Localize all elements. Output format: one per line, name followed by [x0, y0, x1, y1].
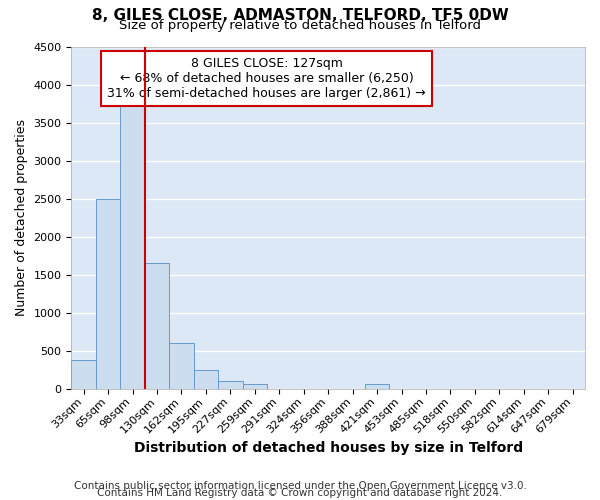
Text: Size of property relative to detached houses in Telford: Size of property relative to detached ho… [119, 19, 481, 32]
Bar [242, 384, 267, 389]
Y-axis label: Number of detached properties: Number of detached properties [15, 119, 28, 316]
Text: Contains HM Land Registry data © Crown copyright and database right 2024.: Contains HM Land Registry data © Crown c… [97, 488, 503, 498]
Bar [71, 360, 96, 389]
Bar [121, 104, 145, 389]
Bar [145, 264, 169, 389]
Bar [365, 384, 389, 389]
Bar [218, 381, 242, 389]
Text: 8, GILES CLOSE, ADMASTON, TELFORD, TF5 0DW: 8, GILES CLOSE, ADMASTON, TELFORD, TF5 0… [92, 8, 508, 22]
Bar [169, 343, 194, 389]
Bar [194, 370, 218, 389]
Text: Contains public sector information licensed under the Open Government Licence v3: Contains public sector information licen… [74, 481, 526, 491]
X-axis label: Distribution of detached houses by size in Telford: Distribution of detached houses by size … [134, 441, 523, 455]
Text: 8 GILES CLOSE: 127sqm
← 68% of detached houses are smaller (6,250)
31% of semi-d: 8 GILES CLOSE: 127sqm ← 68% of detached … [107, 57, 426, 100]
Bar [96, 198, 121, 389]
